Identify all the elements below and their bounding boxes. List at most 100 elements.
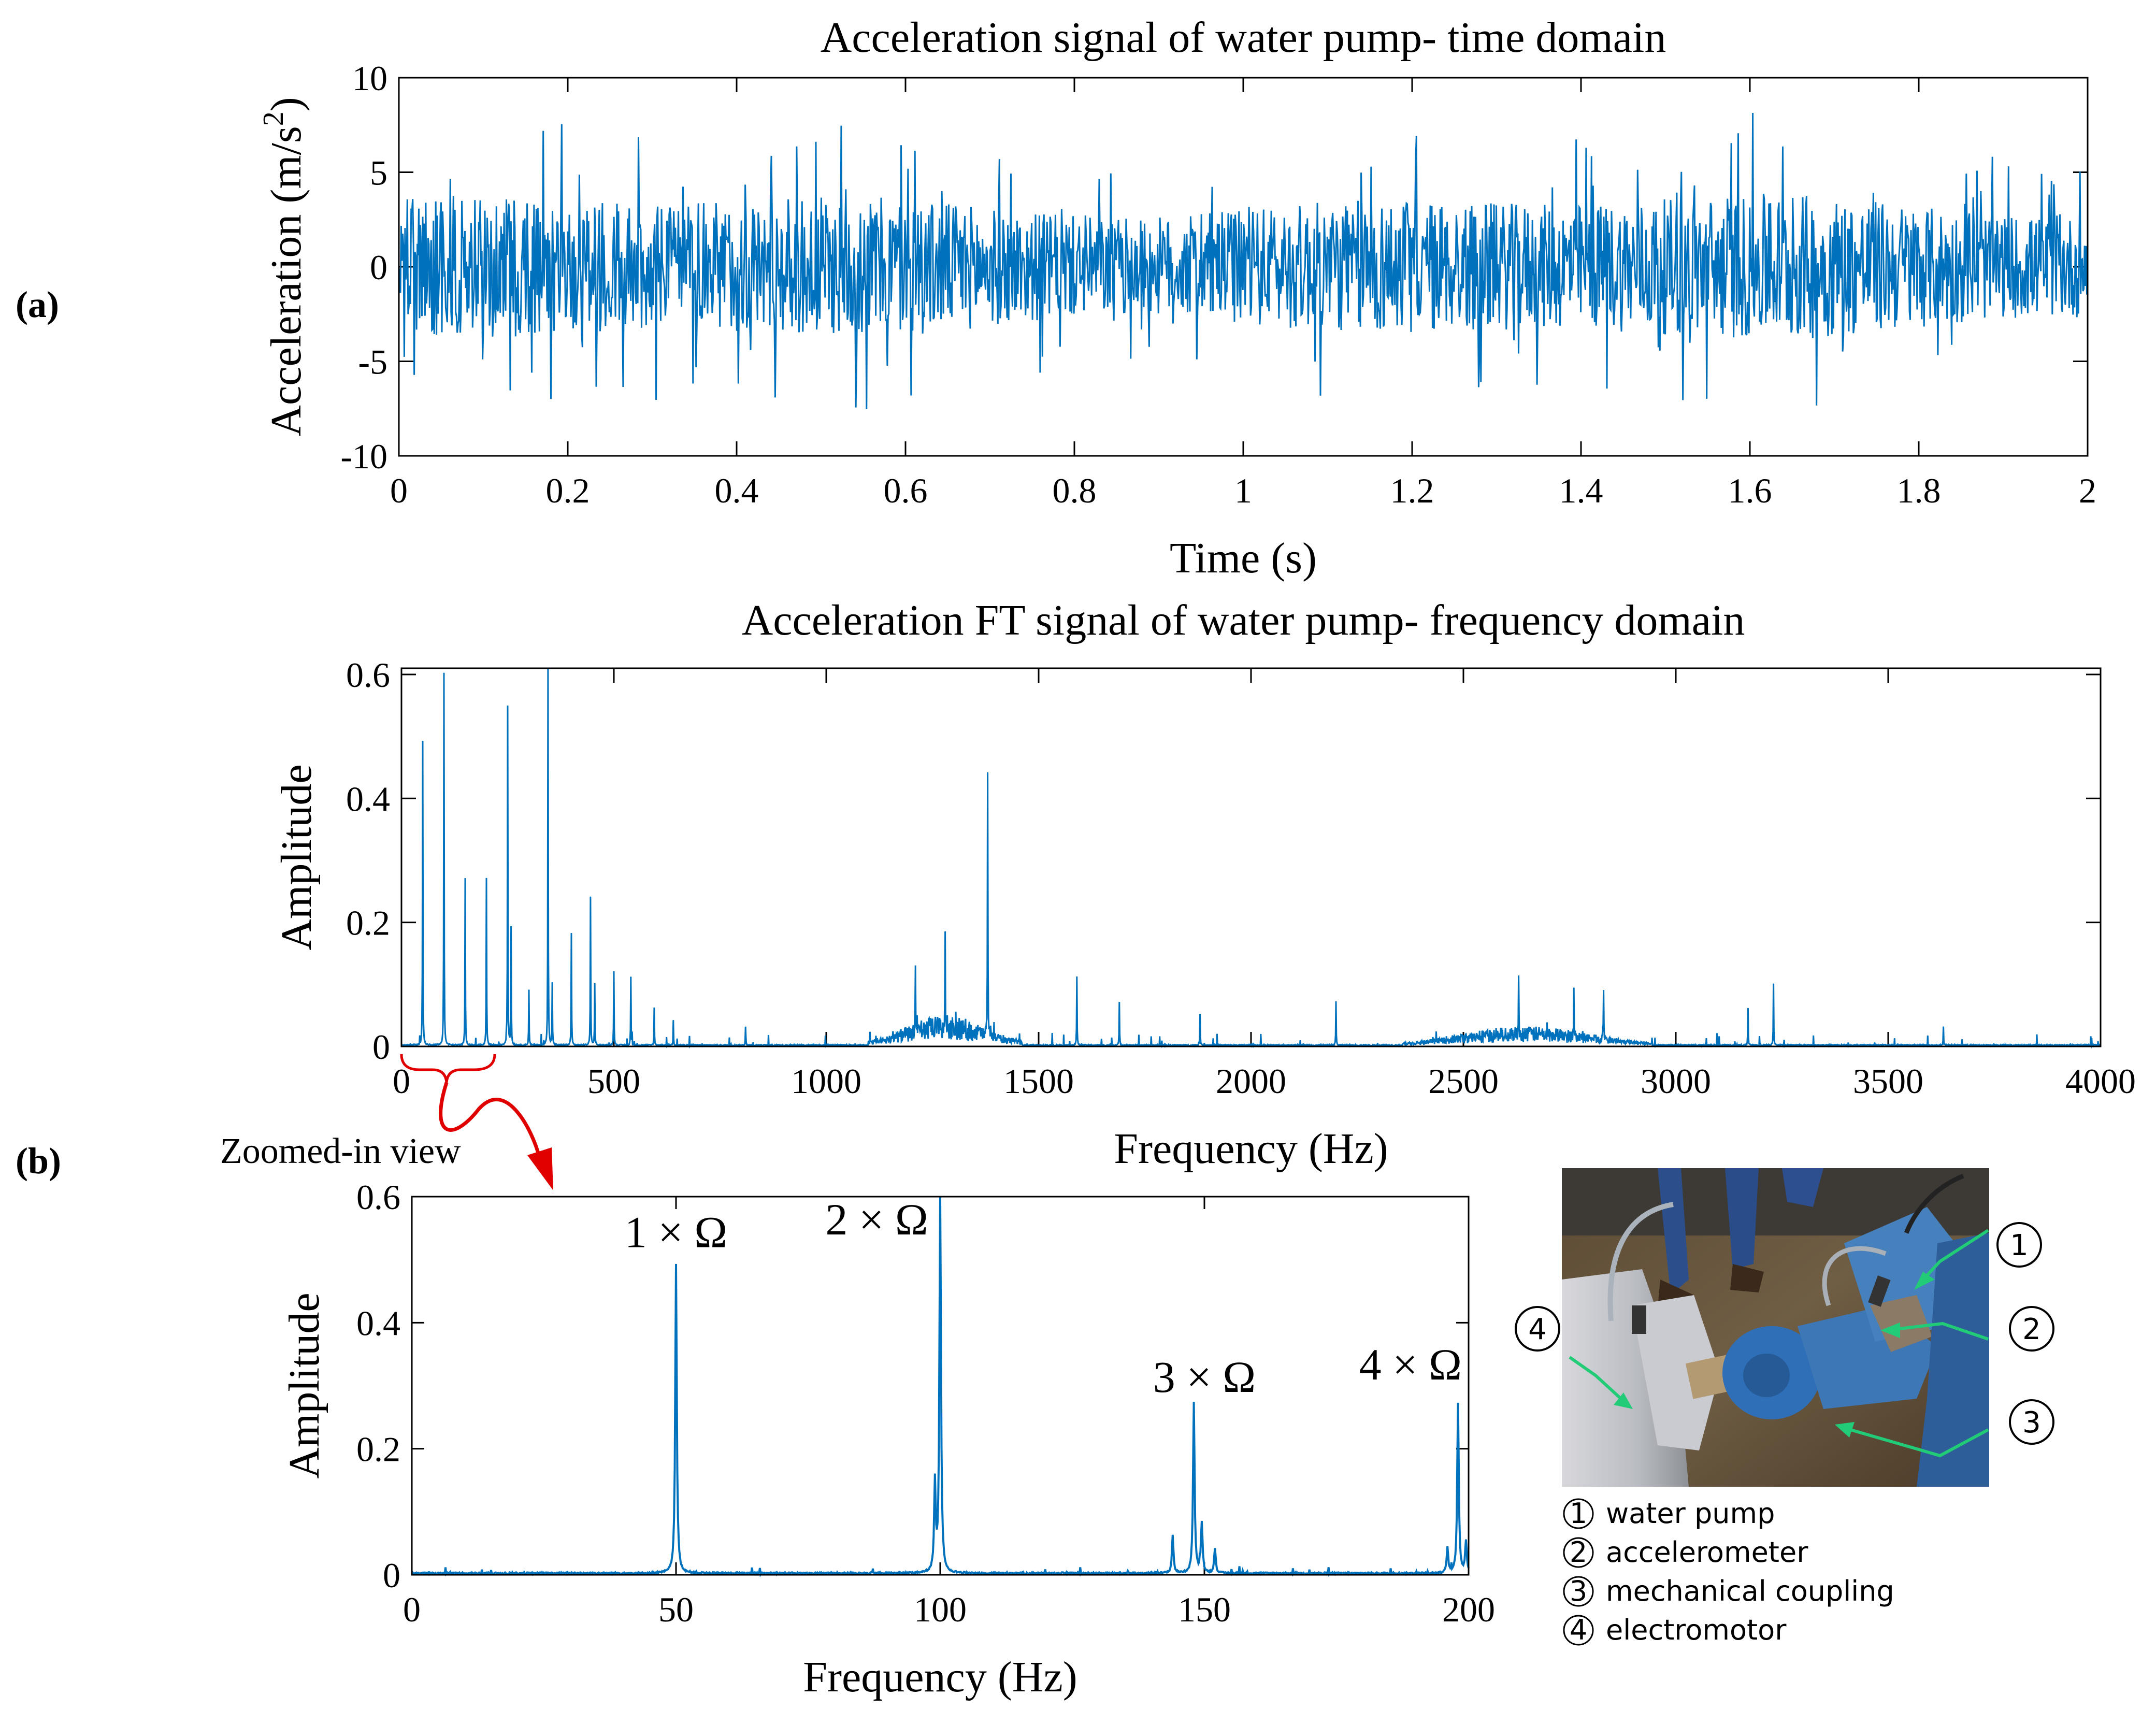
legend-number-circle <box>1563 1615 1594 1646</box>
zoom-y-axis-label: Amplitude <box>280 1292 328 1478</box>
zoom-ytick-label: 0 <box>383 1556 400 1595</box>
legend-text: electromotor <box>1606 1614 1787 1646</box>
time-xtick-label: 2 <box>2079 471 2096 510</box>
time-ytick-label: 5 <box>370 153 387 193</box>
photo-callout-arrows <box>1569 1229 1989 1458</box>
freq-x-tick-labels: 0 500 1000 1500 2000 2500 3000 3500 4000 <box>393 1061 2136 1101</box>
time-xtick-label: 0.8 <box>1053 471 1097 510</box>
freq-axes-frame <box>400 667 2102 1047</box>
freq-xtick-label: 2500 <box>1428 1061 1499 1101</box>
zoom-x-tick-labels: 0 50 100 150 200 <box>403 1590 1495 1629</box>
time-chart-title: Acceleration signal of water pump- time … <box>821 13 1666 62</box>
zoom-connector: Zoomed-in view <box>220 1054 553 1190</box>
frequency-domain-chart: Acceleration FT signal of water pump- fr… <box>272 596 2136 1173</box>
time-x-axis-label: Time (s) <box>1170 534 1317 582</box>
time-y-label-main: Acceleration (m/s <box>262 126 310 436</box>
time-xtick-label: 1.4 <box>1559 471 1603 510</box>
legend-number-circle <box>1563 1498 1594 1529</box>
time-xtick-label: 0 <box>390 471 408 510</box>
legend-text: water pump <box>1606 1497 1775 1530</box>
callout-circle <box>1515 1306 1560 1352</box>
harmonic-label: 3 × Ω <box>1153 1352 1256 1402</box>
panel-label-a: (a) <box>16 284 59 325</box>
time-y-axis-label: Acceleration (m/s2) <box>257 97 310 436</box>
legend-number: 4 <box>1570 1614 1587 1646</box>
time-y-label-end: ) <box>262 97 310 111</box>
time-y-tick-labels: -10 -5 0 5 10 <box>340 59 387 476</box>
zoom-xtick-label: 150 <box>1178 1590 1231 1629</box>
harmonic-label: 4 × Ω <box>1359 1340 1462 1389</box>
harmonic-label: 2 × Ω <box>825 1195 928 1244</box>
time-ytick-label: 0 <box>370 248 387 287</box>
time-ytick-label: -5 <box>358 342 387 382</box>
time-ytick-label: -10 <box>340 437 387 476</box>
legend-text: accelerometer <box>1606 1536 1808 1569</box>
freq-xtick-label: 4000 <box>2065 1061 2136 1101</box>
freq-xtick-label: 3000 <box>1641 1061 1711 1101</box>
time-x-tick-labels: 0 0.2 0.4 0.6 0.8 1 1.2 1.4 1.6 1.8 2 <box>390 471 2096 510</box>
callout-number: 4 <box>1528 1313 1547 1346</box>
legend-number: 2 <box>1570 1536 1587 1569</box>
pump-setup-photo: 1 2 3 4 1 water pump 2 accelerometer 3 mechanica… <box>1515 1168 2054 1646</box>
freq-y-tick-labels: 0 0.2 0.4 0.6 <box>346 655 390 1067</box>
time-xtick-label: 0.2 <box>546 471 590 510</box>
callout-number: 2 <box>2022 1313 2041 1346</box>
harmonic-label: 1 × Ω <box>625 1207 727 1257</box>
zoom-bracket <box>400 1054 496 1083</box>
freq-ytick-label: 0.2 <box>346 903 390 943</box>
time-xtick-label: 0.6 <box>884 471 928 510</box>
zoom-note: Zoomed-in view <box>220 1131 461 1171</box>
time-xtick-label: 1.2 <box>1390 471 1434 510</box>
zoom-arrowhead <box>527 1147 553 1190</box>
time-domain-chart: Acceleration signal of water pump- time … <box>257 13 2096 582</box>
callout-circle <box>2009 1399 2054 1445</box>
zoom-xtick-label: 100 <box>914 1590 967 1629</box>
photo-image <box>1562 1168 1989 1487</box>
time-axes-frame <box>398 77 2089 457</box>
freq-x-axis-label: Frequency (Hz) <box>1114 1125 1388 1173</box>
legend-text: mechanical coupling <box>1606 1575 1894 1607</box>
time-xtick-label: 1.6 <box>1728 471 1772 510</box>
zoom-x-axis-label: Frequency (Hz) <box>803 1653 1077 1701</box>
zoom-series-line <box>411 1196 1470 1578</box>
time-series-line <box>398 112 2089 409</box>
zoom-ytick-label: 0.4 <box>356 1303 400 1343</box>
freq-tick-marks <box>400 668 2102 1047</box>
freq-ytick-label: 0.6 <box>346 655 390 695</box>
freq-xtick-label: 1000 <box>791 1061 861 1101</box>
freq-ytick-label: 0.4 <box>346 779 390 818</box>
harmonic-annotations: 1 × Ω 2 × Ω 3 × Ω 4 × Ω <box>625 1195 1462 1402</box>
zoomed-frequency-chart: 0 50 100 150 200 0 0.2 0.4 0.6 1 × Ω 2 × Ω 3 × Ω 4… <box>280 1177 1495 1701</box>
freq-ytick-label: 0 <box>372 1027 390 1067</box>
zoom-axes-frame <box>411 1196 1470 1576</box>
callout-number: 3 <box>2022 1406 2041 1440</box>
freq-y-axis-label: Amplitude <box>272 764 321 950</box>
photo-callout-arrowheads <box>1614 1272 1935 1438</box>
legend-number: 1 <box>1570 1497 1587 1530</box>
time-ytick-label: 10 <box>352 59 387 98</box>
freq-series-line <box>400 668 2102 1049</box>
zoom-y-tick-labels: 0 0.2 0.4 0.6 <box>356 1177 400 1595</box>
time-xtick-label: 1 <box>1234 471 1252 510</box>
callout-number: 1 <box>2010 1229 2029 1262</box>
zoom-ytick-label: 0.6 <box>356 1177 400 1217</box>
time-y-label-sup: 2 <box>257 111 290 126</box>
panel-label-b: (b) <box>16 1140 61 1182</box>
freq-xtick-label: 2000 <box>1216 1061 1286 1101</box>
legend-number-circle <box>1563 1576 1594 1607</box>
photo-legend: 1 water pump 2 accelerometer 3 mechanical cou… <box>1563 1497 1894 1646</box>
time-xtick-label: 1.8 <box>1897 471 1941 510</box>
time-xtick-label: 0.4 <box>715 471 759 510</box>
zoom-arrow-curve <box>439 1082 541 1156</box>
zoom-xtick-label: 0 <box>403 1590 421 1629</box>
freq-chart-title: Acceleration FT signal of water pump- fr… <box>742 596 1745 644</box>
freq-xtick-label: 500 <box>587 1061 640 1101</box>
freq-xtick-label: 1500 <box>1003 1061 1074 1101</box>
photo-callout-labels: 1 2 3 4 <box>1515 1222 2054 1445</box>
callout-circle <box>1996 1222 2042 1268</box>
callout-circle <box>2009 1306 2054 1352</box>
zoom-ytick-label: 0.2 <box>356 1430 400 1469</box>
zoom-xtick-label: 200 <box>1442 1590 1495 1629</box>
freq-xtick-label: 3500 <box>1853 1061 1923 1101</box>
